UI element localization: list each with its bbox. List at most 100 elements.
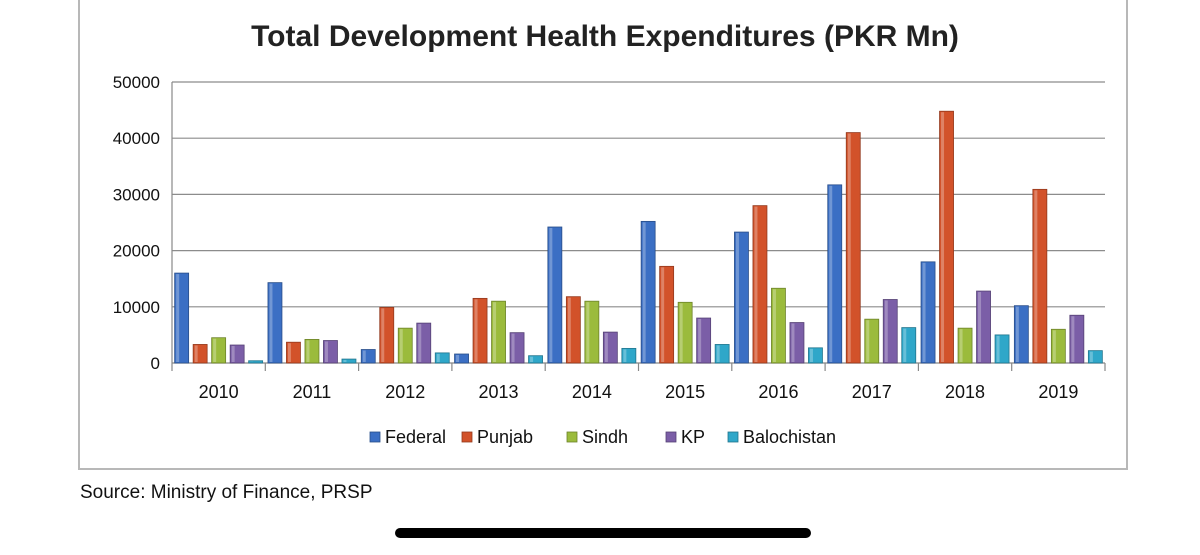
y-tick-label: 50000 <box>113 73 160 92</box>
bar-highlight <box>567 297 571 362</box>
bar-balochistan <box>248 360 264 364</box>
bar-balochistan <box>528 355 543 364</box>
bar-kp <box>976 290 991 364</box>
bar-balochistan <box>621 347 637 364</box>
chart-title: Total Development Health Expenditures (P… <box>251 20 959 53</box>
x-tick-label: 2012 <box>385 382 425 402</box>
y-tick-label: 30000 <box>113 185 160 204</box>
legend-label: Balochistan <box>743 427 836 447</box>
source-note: Source: Ministry of Finance, PRSP <box>80 482 373 503</box>
bar-highlight <box>381 308 385 362</box>
x-tick-label: 2018 <box>945 382 985 402</box>
bar-highlight <box>661 267 665 362</box>
bar-highlight <box>642 222 646 362</box>
bar-highlight <box>362 350 366 362</box>
bar-highlight <box>399 329 403 362</box>
bar-balochistan <box>901 327 917 364</box>
bar-sindh <box>864 318 880 364</box>
bar-highlight <box>324 341 328 362</box>
bar-punjab <box>1032 188 1048 364</box>
bar-highlight <box>287 343 291 362</box>
bar-highlight <box>213 338 217 362</box>
bar-federal <box>360 349 376 364</box>
bar-kp <box>323 340 338 364</box>
bar-highlight <box>772 289 776 362</box>
bar-punjab <box>379 306 395 364</box>
bar-sindh <box>584 300 600 364</box>
bar-punjab <box>939 110 954 364</box>
x-tick-label: 2010 <box>199 382 239 402</box>
bar-punjab <box>845 132 861 364</box>
bar-highlight <box>847 133 851 362</box>
bar-punjab <box>565 296 581 364</box>
bar-highlight <box>922 262 926 362</box>
bar-balochistan <box>341 358 357 364</box>
bar-highlight <box>604 333 608 362</box>
bar-federal <box>547 226 563 364</box>
bar-sindh <box>211 337 227 364</box>
bar-highlight <box>474 299 478 362</box>
bar-kp <box>1069 314 1085 364</box>
bar-sindh <box>304 338 320 364</box>
bar-sindh <box>677 301 693 364</box>
bar-federal <box>640 220 656 364</box>
bar-federal <box>267 282 283 364</box>
bar-highlight <box>996 335 1000 362</box>
bar-highlight <box>418 324 422 362</box>
home-indicator[interactable] <box>395 528 811 538</box>
legend-swatch <box>665 431 677 443</box>
legend-label: Sindh <box>582 427 628 447</box>
bar-highlight <box>549 227 553 362</box>
legend-swatch <box>461 431 473 443</box>
bar-punjab <box>752 205 768 364</box>
bar-kp <box>416 322 432 364</box>
x-tick-label: 2013 <box>479 382 519 402</box>
bar-highlight <box>343 360 347 362</box>
bar-highlight <box>941 112 945 362</box>
bar-kp <box>789 322 805 364</box>
bar-kp <box>602 331 618 364</box>
bar-balochistan <box>434 352 450 364</box>
bar-highlight <box>903 328 907 362</box>
bar-highlight <box>735 233 739 362</box>
bar-sindh <box>1050 328 1066 364</box>
bar-highlight <box>829 185 833 362</box>
bar-highlight <box>436 353 440 362</box>
bar-highlight <box>493 302 497 362</box>
chart-frame: Total Development Health Expenditures (P… <box>78 0 1128 470</box>
bar-highlight <box>194 345 198 362</box>
bar-highlight <box>1071 316 1075 362</box>
bar-sindh <box>771 287 786 364</box>
bar-punjab <box>192 344 208 364</box>
x-tick-label: 2016 <box>758 382 798 402</box>
bar-federal <box>1013 305 1029 364</box>
bar-kp <box>509 332 525 364</box>
bar-highlight <box>176 274 180 362</box>
bar-punjab <box>659 265 675 364</box>
bar-highlight <box>269 283 273 362</box>
bar-kp <box>696 317 712 364</box>
bar-sindh <box>957 327 973 364</box>
bar-federal <box>920 261 936 364</box>
legend-label: Federal <box>385 427 446 447</box>
y-tick-label: 10000 <box>113 298 160 317</box>
legend-swatch <box>727 431 739 443</box>
bar-highlight <box>456 355 460 362</box>
bar-highlight <box>586 302 590 362</box>
bar-highlight <box>511 333 515 362</box>
bar-highlight <box>959 329 963 362</box>
bar-federal <box>827 184 843 364</box>
x-tick-label: 2019 <box>1038 382 1078 402</box>
bar-highlight <box>716 345 720 362</box>
x-tick-label: 2017 <box>852 382 892 402</box>
bar-highlight <box>1052 330 1056 362</box>
bar-sindh <box>491 300 506 364</box>
x-tick-label: 2015 <box>665 382 705 402</box>
bar-punjab <box>286 341 301 364</box>
bar-highlight <box>698 319 702 362</box>
y-tick-label: 20000 <box>113 242 160 261</box>
bar-highlight <box>231 346 235 362</box>
x-tick-label: 2011 <box>293 382 332 402</box>
bar-highlight <box>978 292 982 362</box>
bar-highlight <box>1034 190 1038 362</box>
